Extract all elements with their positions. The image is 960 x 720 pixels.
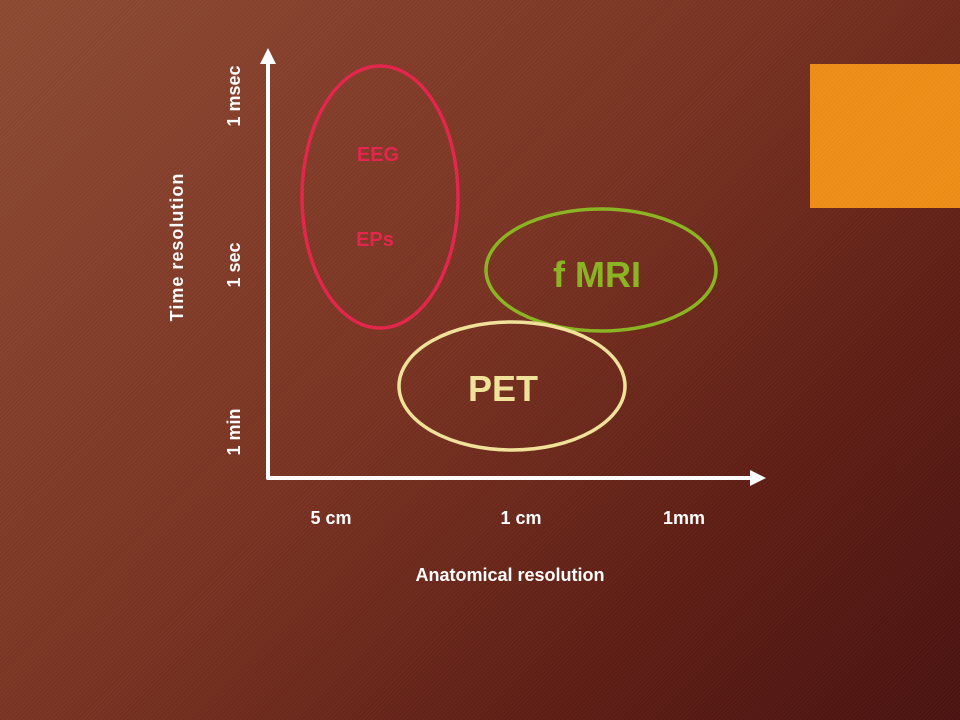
- fmri-region-ellipse: [484, 207, 718, 333]
- x-tick-label: 1mm: [663, 508, 705, 528]
- pet-label: PET: [468, 368, 538, 409]
- x-axis-arrowhead: [750, 470, 766, 486]
- pet-region-ellipse: [397, 320, 627, 452]
- x-axis-title: Anatomical resolution: [415, 565, 604, 585]
- eeg-label: EEG: [357, 144, 399, 166]
- eeg-region-ellipse: [300, 64, 460, 330]
- fmri-label: f MRI: [553, 254, 641, 295]
- x-tick-label: 5 cm: [310, 508, 351, 528]
- accent-square: [810, 64, 960, 208]
- y-axis-arrowhead: [260, 48, 276, 64]
- y-tick-label: 1 sec: [224, 242, 244, 287]
- y-tick-label: 1 min: [224, 408, 244, 455]
- eps-label: EPs: [356, 229, 394, 251]
- x-tick-label: 1 cm: [500, 508, 541, 528]
- y-tick-label: 1 msec: [224, 65, 244, 126]
- y-axis-title: Time resolution: [167, 173, 187, 322]
